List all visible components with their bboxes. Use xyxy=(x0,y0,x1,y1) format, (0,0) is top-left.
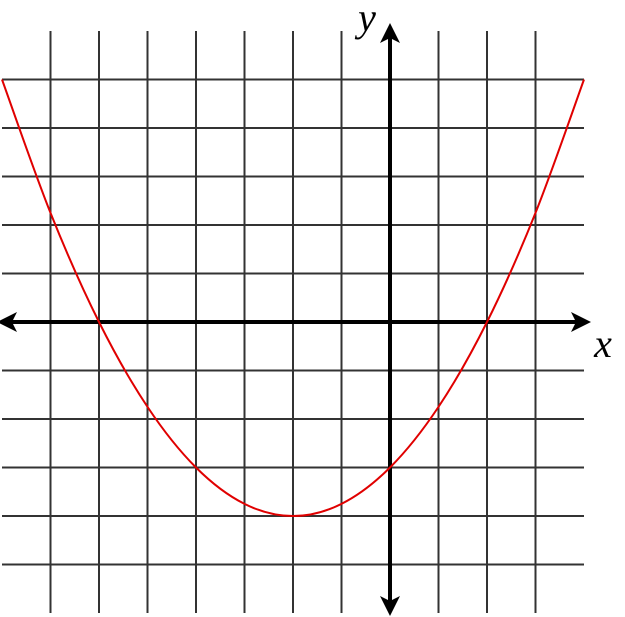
x-axis-label: x xyxy=(593,321,612,366)
curve xyxy=(1,79,585,518)
y-axis-label: y xyxy=(354,0,376,40)
